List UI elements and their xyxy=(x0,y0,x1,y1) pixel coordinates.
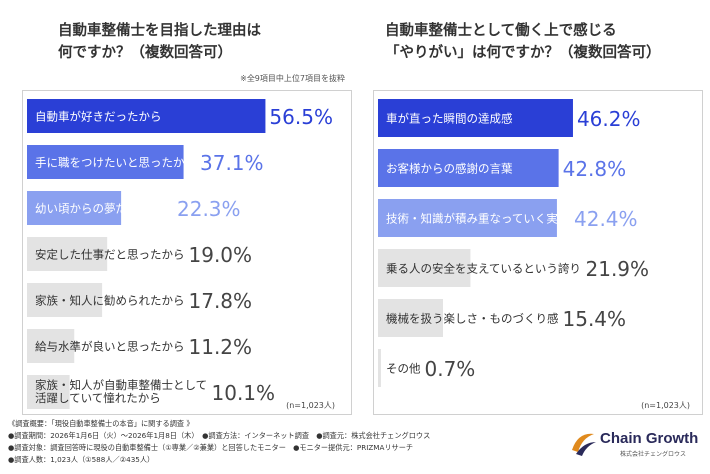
value-label: 42.4% xyxy=(574,207,638,231)
bar xyxy=(27,329,75,363)
brand-subtitle: 株式会社チェングロウス xyxy=(620,451,687,458)
footer-line: 《調査概要：「現役自動車整備士の本音」に関する調査 》 xyxy=(8,419,194,428)
brand-name: Chain Growth xyxy=(600,430,699,447)
left-chart-title: 自動車整備士を目指した理由は 何ですか？（複数回答可） xyxy=(58,20,328,64)
category-label: 幼い頃からの夢だったから xyxy=(35,202,173,216)
left-note: ※全9項目中上位7項目を抜粋 xyxy=(240,74,345,83)
right-title-line-2: 「やりがい」は何ですか？（複数回答可） xyxy=(385,45,661,61)
footer-line: ●調査期間：2026年1月6日（火）～2026年1月8日（木） ●調査方法：イン… xyxy=(8,431,431,440)
bar xyxy=(378,349,381,387)
bar xyxy=(27,237,108,271)
category-label: その他 xyxy=(386,362,421,376)
bar xyxy=(378,299,443,337)
value-label: 37.1% xyxy=(200,151,264,175)
value-label: 19.0% xyxy=(189,243,253,267)
survey-footer: 《調査概要：「現役自動車整備士の本音」に関する調査 》 ●調査期間：2026年1… xyxy=(8,418,568,466)
category-label: 車が直った瞬間の達成感 xyxy=(386,112,513,126)
value-label: 46.2% xyxy=(577,107,641,131)
right-sample-size: (n=1,023人) xyxy=(641,401,690,410)
category-label: 機械を扱う楽しさ・ものづくり感 xyxy=(386,312,559,326)
value-label: 15.4% xyxy=(563,307,627,331)
bar xyxy=(27,375,70,409)
brand-logo: Chain Growth 株式会社チェングロウス xyxy=(568,426,708,462)
bar xyxy=(378,149,559,187)
bar xyxy=(27,191,122,225)
left-bar-chart: 自動車が好きだったから 56.5% 手に職をつけたいと思ったから 37.1% 幼い頃から… xyxy=(27,99,333,409)
value-label: 10.1% xyxy=(212,381,276,405)
category-label: 安定した仕事だと思ったから xyxy=(35,248,185,262)
bar xyxy=(27,283,103,317)
right-chart-title: 自動車整備士として働く上で感じる 「やりがい」は何ですか？（複数回答可） xyxy=(385,20,705,64)
left-title-line-1: 自動車整備士を目指した理由は xyxy=(58,23,261,39)
bar xyxy=(378,199,557,237)
category-label: お客様からの感謝の言葉 xyxy=(386,162,513,176)
left-title-line-2: 何ですか？（複数回答可） xyxy=(58,45,232,61)
right-chart-area: 車が直った瞬間の達成感 46.2% お客様からの感謝の言葉 42.8% 技術・知識が積み… xyxy=(373,90,703,415)
right-title-line-1: 自動車整備士として働く上で感じる xyxy=(385,23,617,39)
category-label: 家族・知人が自動車整備士として xyxy=(35,378,207,392)
footer-line: ●調査人数：1,023人（①588人／②435人） xyxy=(8,455,155,464)
bar xyxy=(27,145,184,179)
bar xyxy=(27,99,266,133)
category-label: 技術・知識が積み重なっていく実感 xyxy=(386,212,569,226)
category-label: 自動車が好きだったから xyxy=(35,110,162,124)
category-label: 給与水準が良いと思ったから xyxy=(35,340,185,354)
category-label: 活躍していて憧れたから xyxy=(35,391,161,405)
left-chart-area: 自動車が好きだったから 56.5% 手に職をつけたいと思ったから 37.1% 幼い頃から… xyxy=(22,90,352,415)
left-sample-size: (n=1,023人) xyxy=(286,401,335,410)
value-label: 42.8% xyxy=(563,157,627,181)
value-label: 11.2% xyxy=(189,335,253,359)
value-label: 22.3% xyxy=(177,197,241,221)
value-label: 0.7% xyxy=(425,357,476,381)
footer-line: ●調査対象：調査回答時に現役の自動車整備士（①専業／②兼業）と回答したモニター … xyxy=(8,443,414,452)
category-label: 家族・知人に勧められたから xyxy=(35,294,185,308)
right-bar-chart: 車が直った瞬間の達成感 46.2% お客様からの感謝の言葉 42.8% 技術・知識が積み… xyxy=(378,99,650,387)
swoosh-logo-icon xyxy=(572,433,596,456)
category-label: 乗る人の安全を支えているという誇り xyxy=(386,262,581,276)
category-label: 手に職をつけたいと思ったから xyxy=(35,156,196,170)
value-label: 56.5% xyxy=(269,105,333,129)
bar xyxy=(378,249,471,287)
value-label: 17.8% xyxy=(189,289,253,313)
value-label: 21.9% xyxy=(586,257,650,281)
bar xyxy=(378,99,573,137)
